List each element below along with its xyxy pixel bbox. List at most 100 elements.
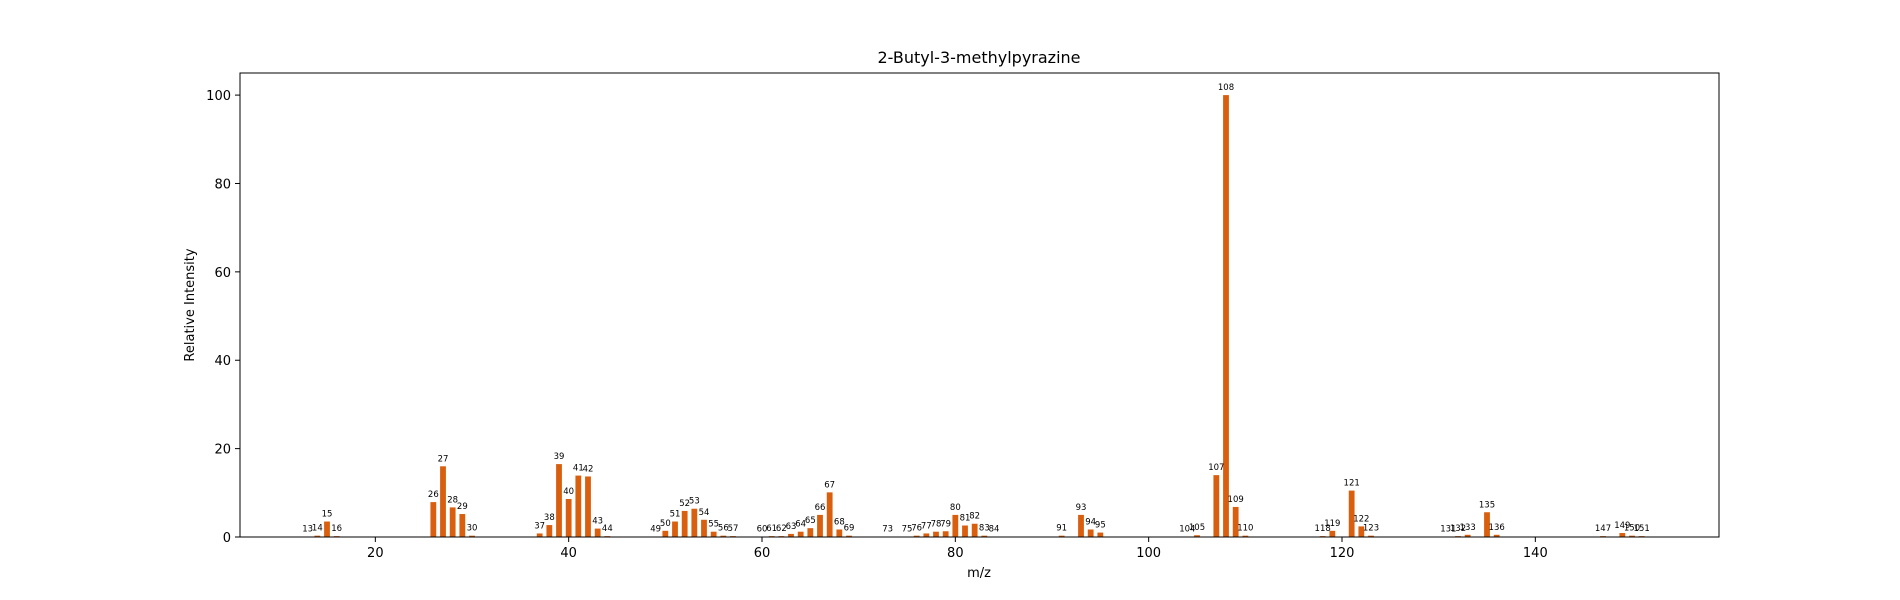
peak-label-43: 43 (592, 517, 603, 527)
bar-mz-51 (672, 521, 678, 537)
peak-label-38: 38 (544, 513, 555, 523)
bar-mz-133 (1464, 534, 1471, 537)
peak-label-123: 123 (1363, 524, 1379, 534)
bar-mz-79 (942, 531, 949, 537)
bar-mz-42 (585, 476, 591, 537)
peak-label-26: 26 (428, 490, 439, 500)
peak-label-57: 57 (728, 524, 739, 534)
bar-mz-43 (594, 528, 601, 537)
peak-label-68: 68 (834, 517, 845, 527)
y-axis-ticks: 0 20 40 60 80 100 (206, 89, 240, 546)
peak-label-39: 39 (554, 452, 565, 462)
bar-mz-80 (952, 514, 959, 537)
peak-label-29: 29 (457, 502, 468, 512)
peak-label-119: 119 (1324, 519, 1340, 529)
bars-layer (304, 95, 1645, 538)
peak-label-40: 40 (563, 487, 574, 497)
y-tick-label: 80 (214, 177, 231, 192)
peak-label-30: 30 (467, 524, 478, 534)
peak-label-56: 56 (718, 524, 729, 534)
peak-label-75: 75 (902, 525, 913, 535)
bar-mz-27 (440, 466, 446, 537)
peak-label-107: 107 (1208, 463, 1224, 473)
bar-mz-149 (1619, 533, 1626, 537)
bar-mz-66 (817, 514, 823, 537)
bar-mz-54 (701, 519, 707, 537)
peak-label-78: 78 (931, 520, 942, 530)
bar-mz-50 (662, 530, 669, 537)
peak-label-136: 136 (1489, 523, 1505, 533)
plot-frame (239, 72, 1720, 538)
bar-mz-78 (933, 531, 939, 537)
peak-label-122: 122 (1353, 514, 1369, 524)
peak-label-54: 54 (699, 508, 710, 518)
peak-label-77: 77 (921, 521, 932, 531)
bar-mz-93 (1078, 514, 1084, 537)
peak-label-69: 69 (844, 524, 855, 534)
peak-label-131: 131 (1440, 525, 1456, 535)
peak-label-52: 52 (679, 499, 690, 509)
chart-title: 2-Butyl-3-methylpyrazine (877, 48, 1080, 67)
bar-mz-30 (469, 535, 475, 537)
peak-label-110: 110 (1237, 524, 1253, 534)
bar-mz-136 (1493, 534, 1500, 537)
bar-mz-76 (913, 535, 920, 537)
bar-mz-40 (565, 499, 572, 537)
peak-label-49: 49 (650, 525, 661, 535)
bar-mz-63 (788, 533, 794, 537)
peak-label-151: 151 (1634, 524, 1650, 534)
peak-label-50: 50 (660, 519, 671, 529)
peak-label-61: 61 (766, 524, 777, 534)
bar-mz-77 (923, 533, 930, 537)
bar-mz-67 (826, 492, 833, 537)
x-axis-ticks: 20 40 60 80 100 120 140 (367, 537, 1548, 561)
peak-label-93: 93 (1076, 503, 1087, 513)
bar-mz-107 (1213, 475, 1220, 537)
peak-label-14: 14 (312, 524, 323, 534)
peak-label-27: 27 (438, 454, 449, 464)
peak-label-51: 51 (670, 510, 681, 520)
bar-mz-69 (846, 535, 852, 537)
peak-label-109: 109 (1228, 495, 1244, 505)
bar-mz-41 (575, 475, 582, 537)
bar-mz-14 (314, 535, 321, 537)
x-tick-label: 20 (367, 546, 384, 561)
peak-label-42: 42 (583, 464, 594, 474)
bar-mz-37 (536, 533, 543, 537)
bar-mz-28 (449, 507, 456, 537)
bar-mz-121 (1348, 490, 1355, 537)
peak-label-65: 65 (805, 516, 816, 526)
peak-label-55: 55 (708, 520, 719, 530)
peak-label-80: 80 (950, 503, 961, 513)
y-tick-label: 60 (214, 266, 231, 281)
bar-mz-95 (1097, 532, 1104, 537)
peak-label-79: 79 (940, 519, 951, 529)
bar-mz-105 (1194, 535, 1200, 537)
bar-mz-109 (1232, 506, 1239, 537)
peak-label-73: 73 (882, 525, 893, 535)
peak-label-53: 53 (689, 497, 700, 507)
peak-label-81: 81 (960, 514, 971, 524)
bar-mz-123 (1368, 535, 1374, 537)
peak-label-83: 83 (979, 524, 990, 534)
y-tick-label: 100 (206, 89, 231, 104)
peak-label-37: 37 (534, 521, 545, 531)
peak-label-64: 64 (795, 520, 806, 530)
bar-mz-135 (1484, 512, 1490, 537)
peak-label-28: 28 (447, 495, 458, 505)
x-tick-label: 120 (1330, 546, 1355, 561)
bar-mz-53 (691, 508, 698, 537)
bar-mz-83 (981, 535, 988, 537)
bar-mz-64 (797, 531, 804, 537)
peak-label-66: 66 (815, 503, 826, 513)
y-tick-label: 20 (214, 443, 231, 458)
peak-label-67: 67 (824, 480, 835, 490)
y-tick-label: 40 (214, 354, 231, 369)
bar-mz-108 (1223, 95, 1229, 537)
bar-mz-150 (1629, 535, 1635, 537)
bar-mz-52 (681, 510, 688, 537)
bar-mz-68 (836, 529, 843, 537)
x-tick-label: 80 (947, 546, 964, 561)
